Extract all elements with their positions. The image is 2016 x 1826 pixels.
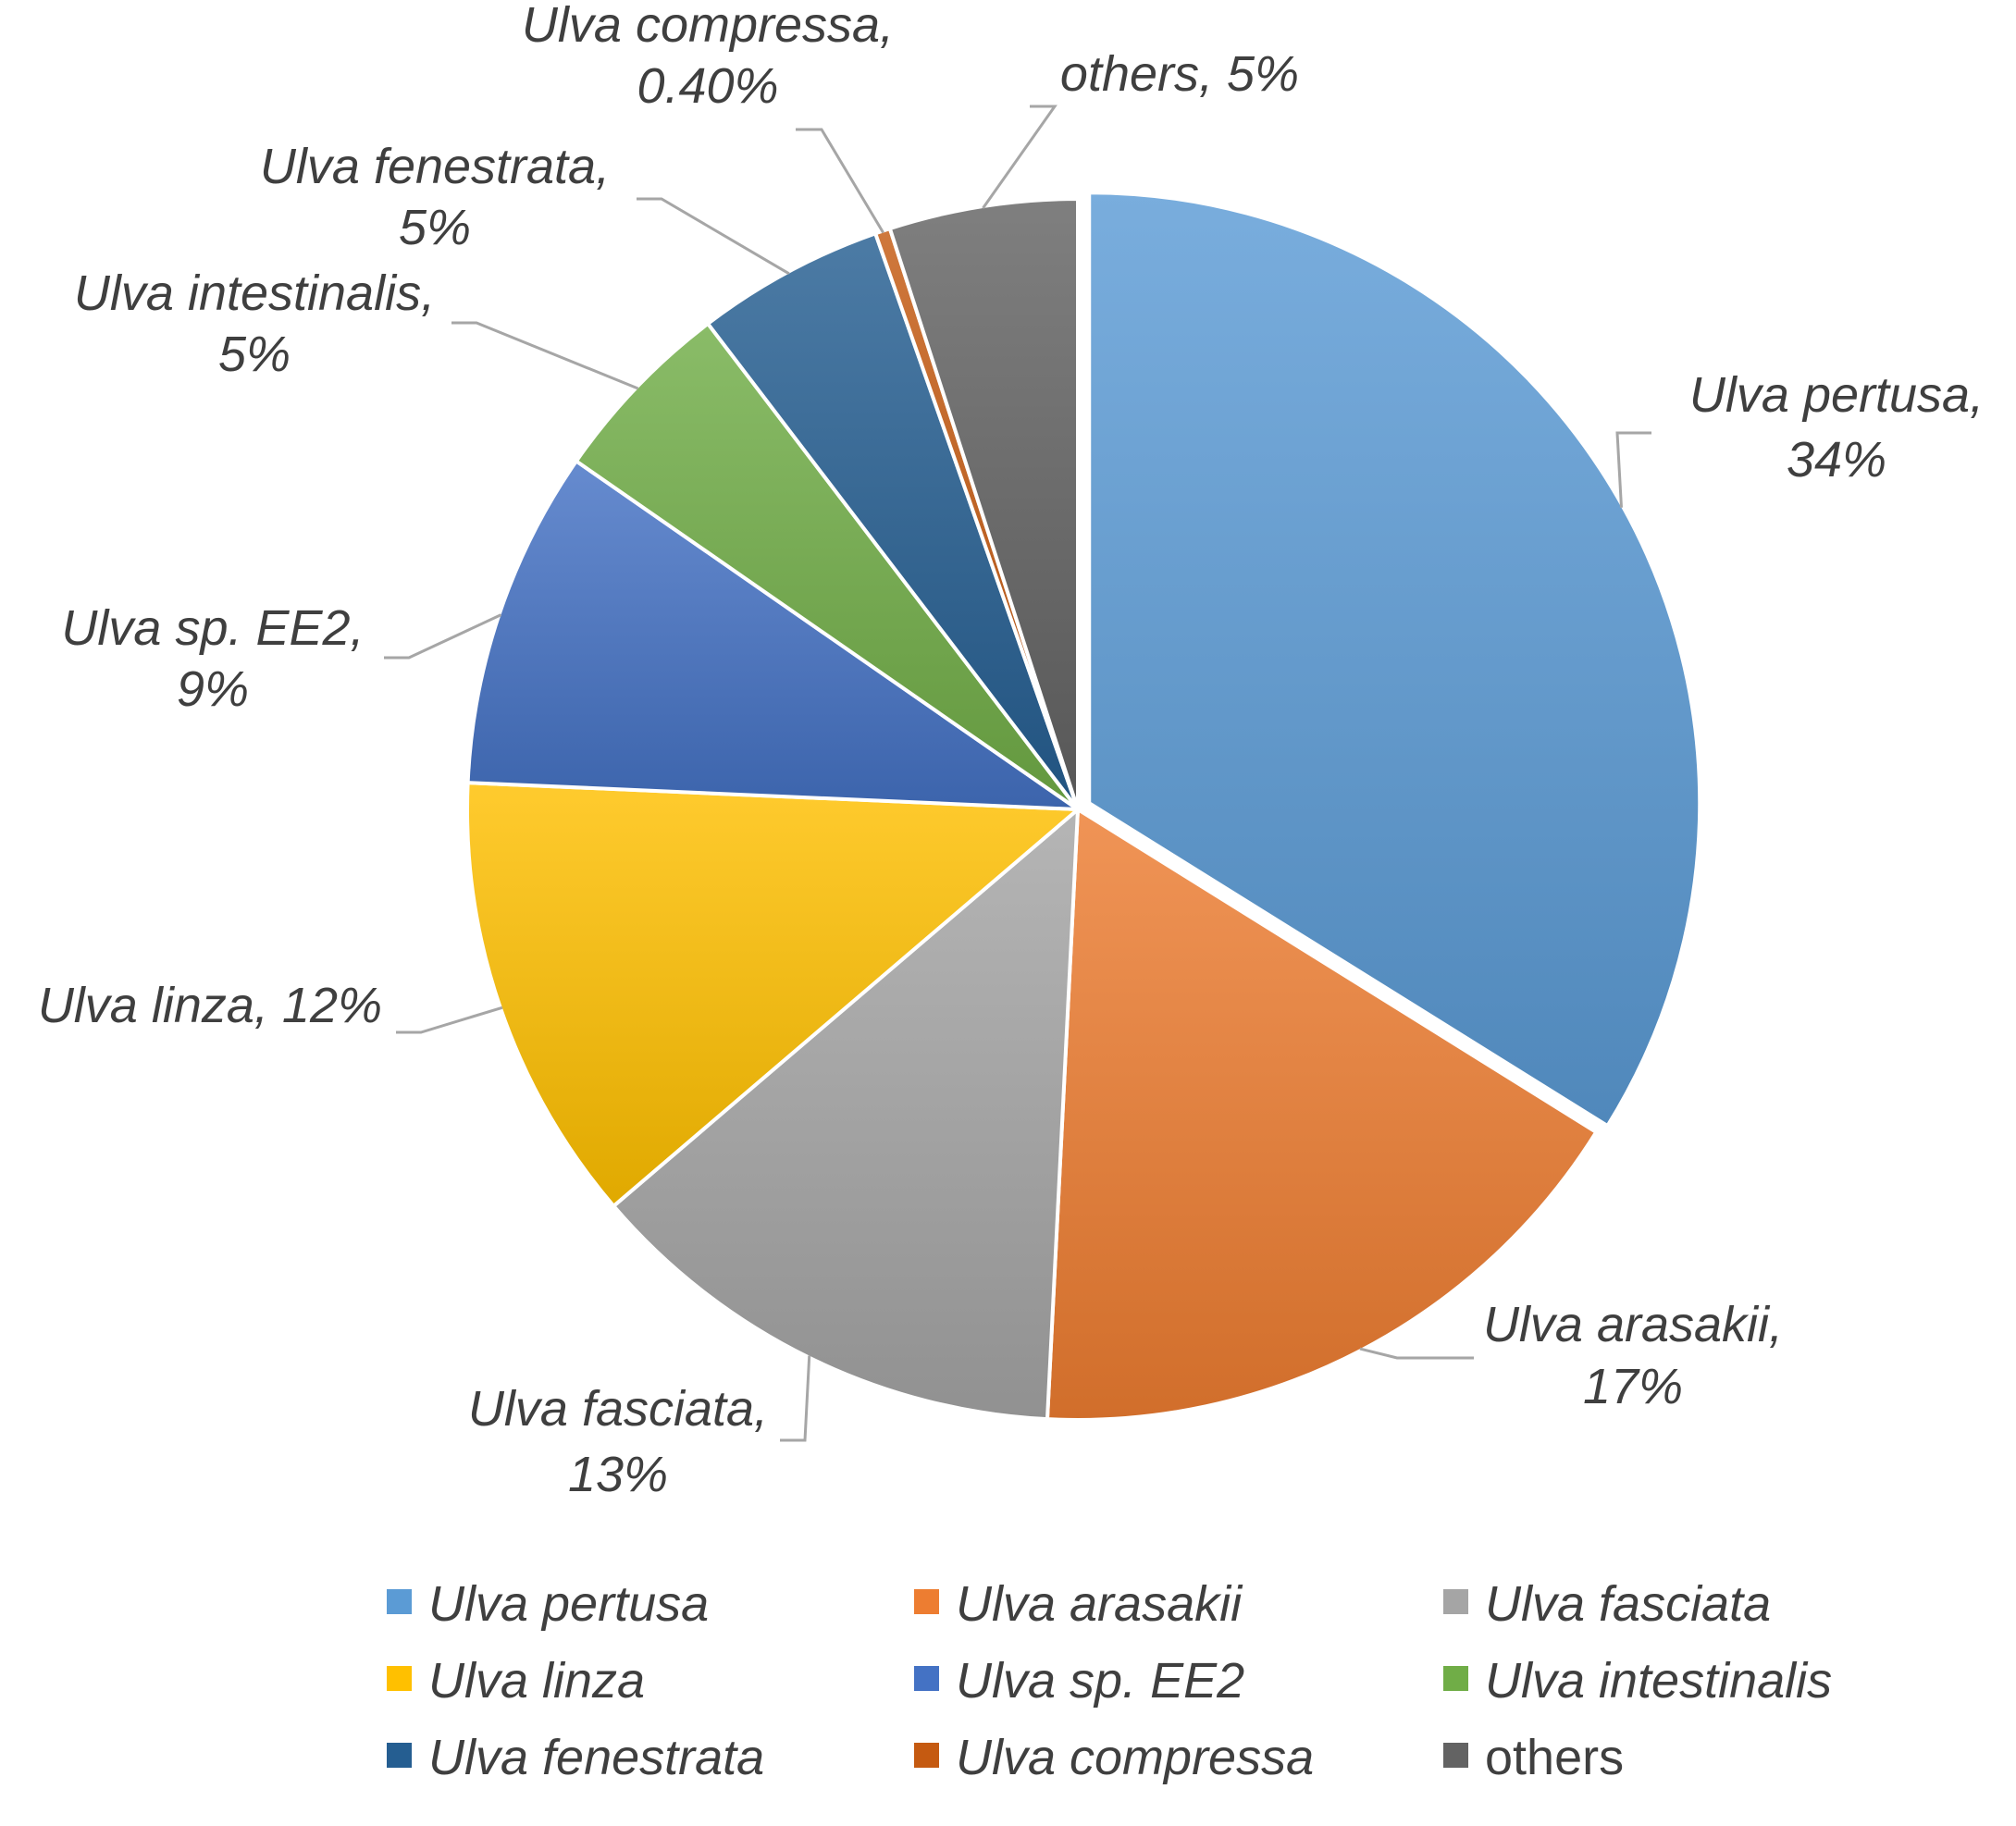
legend-swatch-ulva-arasakii [914, 1589, 939, 1614]
data-label-ulva-fasciata: Ulva fasciata, [468, 1381, 768, 1437]
legend-swatch-ulva-intestinalis [1443, 1666, 1468, 1691]
legend-swatch-ulva-pertusa [387, 1589, 412, 1614]
data-label-value-ulva-sp-ee2: 9% [177, 661, 249, 717]
data-label-value-ulva-pertusa: 34% [1787, 432, 1886, 487]
pie-slices [465, 191, 1702, 1422]
data-label-value-ulva-intestinalis: 5% [218, 327, 291, 382]
legend-label-ulva-intestinalis: Ulva intestinalis [1485, 1653, 1832, 1709]
leader-lines [384, 105, 1651, 1442]
leader-line-ulva-fasciata [780, 1355, 811, 1442]
data-label-ulva-pertusa: Ulva pertusa, [1689, 367, 1984, 423]
legend-swatch-ulva-fasciata [1443, 1589, 1468, 1614]
data-label-others: others, 5% [1060, 46, 1299, 102]
legend-swatch-others [1443, 1743, 1468, 1768]
legend-label-others: others [1485, 1730, 1624, 1785]
legend-label-ulva-pertusa: Ulva pertusa [428, 1576, 709, 1632]
leader-line-ulva-sp-ee2 [384, 613, 502, 660]
legend-swatch-ulva-compressa [914, 1743, 939, 1768]
legend-label-ulva-compressa: Ulva compressa [956, 1730, 1314, 1785]
data-label-value-ulva-fenestrata: 5% [399, 200, 471, 255]
data-label-ulva-linza: Ulva linza, 12% [38, 978, 382, 1033]
leader-line-others [982, 105, 1057, 209]
legend-label-ulva-fasciata: Ulva fasciata [1485, 1576, 1771, 1632]
data-label-ulva-fenestrata: Ulva fenestrata, [260, 139, 610, 194]
data-label-value-ulva-compressa: 0.40% [637, 58, 778, 114]
leader-line-ulva-linza [396, 1006, 503, 1034]
legend-swatch-ulva-linza [387, 1666, 412, 1691]
legend-label-ulva-linza: Ulva linza [428, 1653, 645, 1709]
data-label-value-ulva-fasciata: 13% [568, 1447, 668, 1502]
data-labels: Ulva pertusa, 34% Ulva arasakii, 17% Ulva fa… [38, 0, 1984, 1502]
data-label-ulva-arasakii: Ulva arasakii, [1483, 1297, 1783, 1352]
legend-label-ulva-arasakii: Ulva arasakii [956, 1576, 1243, 1632]
legend: Ulva pertusa Ulva arasakii Ulva fasciata Ul… [387, 1576, 1832, 1785]
leader-line-ulva-compressa [796, 128, 884, 234]
leader-line-ulva-intestinalis [451, 321, 639, 390]
data-label-ulva-compressa: Ulva compressa, [522, 0, 894, 53]
leader-line-ulva-fenestrata [637, 197, 790, 276]
legend-swatch-ulva-sp-ee2 [914, 1666, 939, 1691]
leader-line-ulva-arasakii [1359, 1347, 1474, 1360]
legend-swatch-ulva-fenestrata [387, 1743, 412, 1768]
data-label-value-ulva-arasakii: 17% [1583, 1359, 1683, 1414]
legend-label-ulva-sp-ee2: Ulva sp. EE2 [956, 1653, 1244, 1709]
data-label-ulva-intestinalis: Ulva intestinalis, [74, 265, 435, 321]
leader-line-ulva-pertusa [1615, 431, 1651, 508]
legend-label-ulva-fenestrata: Ulva fenestrata [428, 1730, 764, 1785]
slice-ulva-pertusa [1087, 191, 1702, 1129]
data-label-ulva-sp-ee2: Ulva sp. EE2, [61, 600, 364, 656]
